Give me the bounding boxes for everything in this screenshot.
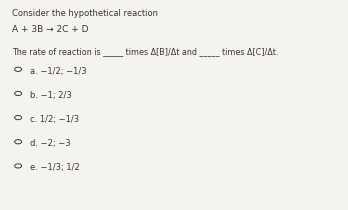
Text: c. 1/2; −1/3: c. 1/2; −1/3 <box>30 115 79 124</box>
Text: Consider the hypothetical reaction: Consider the hypothetical reaction <box>12 9 158 18</box>
Text: b. −1; 2/3: b. −1; 2/3 <box>30 91 71 100</box>
Text: A + 3B → 2C + D: A + 3B → 2C + D <box>12 25 89 34</box>
Text: The rate of reaction is _____ times Δ[B]/Δt and _____ times Δ[C]/Δt.: The rate of reaction is _____ times Δ[B]… <box>12 47 278 56</box>
Text: e. −1/3; 1/2: e. −1/3; 1/2 <box>30 163 79 172</box>
Text: a. −1/2; −1/3: a. −1/2; −1/3 <box>30 67 86 76</box>
Text: d. −2; −3: d. −2; −3 <box>30 139 70 148</box>
